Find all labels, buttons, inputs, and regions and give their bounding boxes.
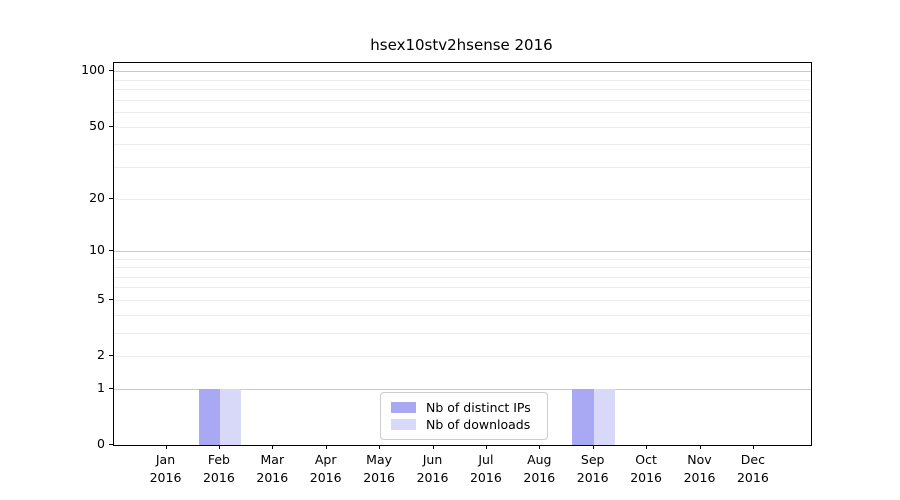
gridline-minor <box>114 127 811 128</box>
y-tick-mark <box>109 126 113 127</box>
legend-item: Nb of distinct IPs <box>391 399 539 416</box>
x-tick-mark <box>219 445 220 449</box>
y-tick-mark <box>109 198 113 199</box>
gridline-minor <box>114 167 811 168</box>
gridline-minor <box>114 259 811 260</box>
gridline-minor <box>114 287 811 288</box>
chart-title: hsex10stv2hsense 2016 <box>113 36 810 54</box>
y-tick-label: 2 <box>39 348 105 362</box>
gridline-major <box>114 251 811 252</box>
gridline-minor <box>114 356 811 357</box>
y-tick-label: 5 <box>39 292 105 306</box>
chart-figure: hsex10stv2hsense 2016 Nb of distinct IPs… <box>0 0 900 500</box>
gridline-minor <box>114 300 811 301</box>
y-tick-mark <box>109 70 113 71</box>
x-tick-mark <box>326 445 327 449</box>
gridline-minor <box>114 333 811 334</box>
x-tick-mark <box>753 445 754 449</box>
legend-label: Nb of distinct IPs <box>426 400 531 415</box>
y-tick-mark <box>109 299 113 300</box>
gridline-minor <box>114 315 811 316</box>
legend: Nb of distinct IPs Nb of downloads <box>380 392 548 440</box>
x-tick-mark <box>433 445 434 449</box>
x-tick-mark <box>486 445 487 449</box>
y-tick-label: 1 <box>39 381 105 395</box>
legend-label: Nb of downloads <box>426 417 530 432</box>
y-tick-mark <box>109 355 113 356</box>
gridline-major <box>114 71 811 72</box>
y-tick-mark <box>109 250 113 251</box>
x-tick-mark <box>646 445 647 449</box>
y-tick-mark <box>109 444 113 445</box>
legend-item: Nb of downloads <box>391 416 539 433</box>
gridline-minor <box>114 199 811 200</box>
gridline-minor <box>114 267 811 268</box>
plot-area: Nb of distinct IPs Nb of downloads <box>113 62 812 446</box>
y-tick-label: 100 <box>39 63 105 77</box>
x-tick-mark <box>166 445 167 449</box>
x-tick-label: Dec2016 <box>721 451 785 487</box>
x-tick-mark <box>539 445 540 449</box>
legend-swatch-icon <box>391 419 416 430</box>
legend-swatch-icon <box>391 402 416 413</box>
bar-distinct-ips <box>199 389 220 445</box>
x-tick-mark <box>593 445 594 449</box>
bar-distinct-ips <box>572 389 593 445</box>
gridline-minor <box>114 277 811 278</box>
gridline-minor <box>114 89 811 90</box>
bar-downloads <box>594 389 615 445</box>
y-tick-mark <box>109 388 113 389</box>
gridline-minor <box>114 144 811 145</box>
x-tick-mark <box>379 445 380 449</box>
y-tick-label: 50 <box>39 119 105 133</box>
y-tick-label: 0 <box>39 437 105 451</box>
x-tick-mark <box>700 445 701 449</box>
x-tick-month: Dec <box>721 451 785 469</box>
gridline-minor <box>114 80 811 81</box>
x-tick-year: 2016 <box>721 469 785 487</box>
y-tick-label: 10 <box>39 243 105 257</box>
bar-downloads <box>220 389 241 445</box>
gridline-minor <box>114 100 811 101</box>
x-tick-mark <box>272 445 273 449</box>
gridline-minor <box>114 112 811 113</box>
y-tick-label: 20 <box>39 191 105 205</box>
